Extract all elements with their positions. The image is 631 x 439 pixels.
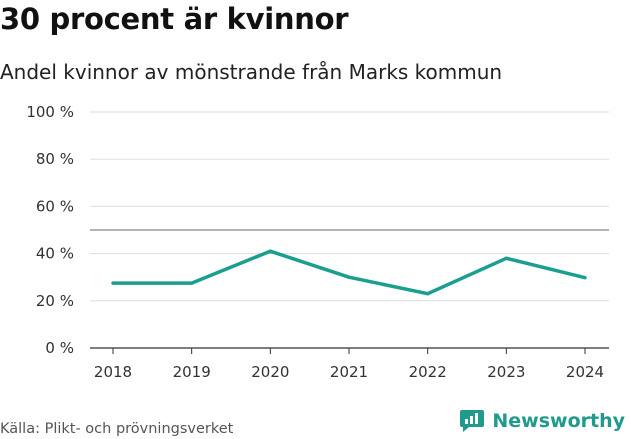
data-point bbox=[504, 256, 509, 261]
data-point bbox=[347, 275, 351, 279]
x-tick-label: 2023 bbox=[487, 363, 525, 381]
newsworthy-logo-icon bbox=[460, 410, 485, 432]
x-tick-label: 2019 bbox=[173, 363, 211, 381]
data-point bbox=[583, 275, 587, 280]
y-tick-label: 80 % bbox=[36, 150, 74, 168]
brand-name: Newsworthy bbox=[492, 410, 625, 432]
y-axis-ticks: 0 % 20 % 40 % 60 % 80 % 100 % bbox=[26, 103, 74, 357]
series-layer bbox=[111, 249, 587, 296]
chart-subtitle: Andel kvinnor av mönstrande från Marks k… bbox=[0, 60, 503, 84]
x-tick-label: 2024 bbox=[566, 363, 604, 381]
y-tick-label: 60 % bbox=[36, 197, 74, 215]
series-line bbox=[113, 249, 586, 296]
data-point bbox=[268, 249, 273, 253]
newsworthy-brand[interactable]: Newsworthy bbox=[459, 409, 625, 433]
data-point bbox=[189, 281, 194, 285]
chart-title: 30 procent är kvinnor bbox=[0, 2, 349, 36]
y-tick-label: 40 % bbox=[36, 245, 74, 263]
y-tick-label: 20 % bbox=[36, 292, 74, 310]
x-tick-label: 2020 bbox=[251, 363, 289, 381]
x-tick-label: 2018 bbox=[94, 363, 132, 381]
x-tick-label: 2022 bbox=[409, 363, 447, 381]
x-tick-label: 2021 bbox=[330, 363, 368, 381]
source-note: Källa: Plikt- och prövningsverket bbox=[0, 421, 234, 437]
data-point bbox=[425, 292, 430, 296]
y-tick-label: 100 % bbox=[26, 103, 74, 121]
grid-layer bbox=[90, 111, 609, 349]
y-tick-label: 0 % bbox=[45, 339, 74, 357]
data-point bbox=[111, 281, 115, 285]
x-axis-ticks: 2018 2019 2020 2021 2022 2023 2024 bbox=[94, 348, 604, 381]
line-chart: 0 % 20 % 40 % 60 % 80 % 100 % 2018 2019 2020 202… bbox=[26, 103, 609, 381]
